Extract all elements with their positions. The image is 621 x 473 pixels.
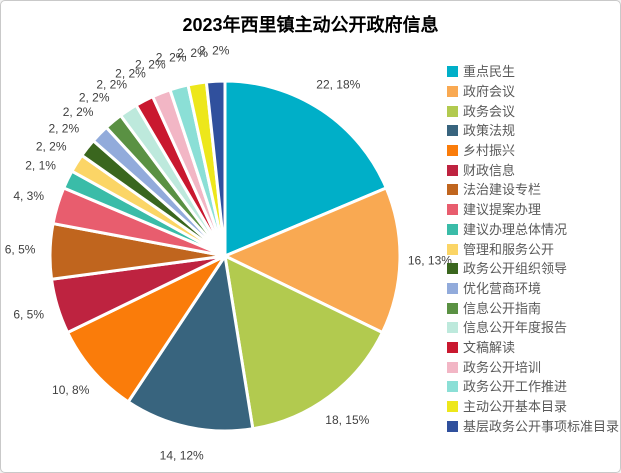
legend-swatch [447,125,458,137]
legend-label: 信息公开指南 [463,300,542,316]
legend-swatch [447,263,458,275]
legend-item[interactable]: 政务会议 [447,101,619,121]
legend-item[interactable]: 政务公开组织领导 [447,259,619,279]
legend-label: 管理和服务公开 [463,241,555,257]
pie-slice[interactable] [204,79,227,258]
data-label: 6, 5% [13,307,44,321]
legend-swatch [447,105,458,117]
data-label: 4, 3% [13,189,44,203]
legend-label: 政务公开工作推进 [463,379,568,395]
data-label: 2, 2% [79,90,110,104]
legend-swatch [447,204,458,216]
legend-item[interactable]: 乡村振兴 [447,141,619,161]
legend-label: 优化营商环境 [463,280,542,296]
legend: 重点民生政府会议政务会议政策法规乡村振兴财政信息法治建设专栏 建议提案办理建议办理… [447,62,619,436]
data-label: 2, 1% [25,159,56,173]
pie-slice[interactable] [223,186,402,335]
legend-swatch [447,223,458,235]
legend-item[interactable]: 文稿解读 [447,338,619,358]
legend-label: 政府会议 [463,84,516,100]
legend-item[interactable]: 政务公开工作推进 [447,377,619,397]
chart-title: 2023年西里镇主动公开政府信息 [182,15,439,35]
legend-swatch [447,302,458,314]
legend-item[interactable]: 政策法规 [447,121,619,141]
legend-label: 财政信息 [463,162,516,178]
legend-item[interactable]: 政务公开培训 [447,357,619,377]
data-label: 22, 18% [316,77,360,91]
legend-item[interactable]: 主动公开基本目录 [447,397,619,417]
legend-label: 信息公开年度报告 [463,320,568,336]
legend-label: 建议办理总体情况 [463,221,568,237]
data-label: 2, 2% [115,66,146,80]
data-label: 10, 8% [52,383,90,397]
legend-label: 重点民生 [463,64,516,80]
pie-slice[interactable] [223,79,388,258]
data-label: 6, 5% [5,243,36,257]
legend-item[interactable]: 财政信息 [447,160,619,180]
legend-label: 基层政务公开事项标准目录 [463,418,620,434]
legend-swatch [447,66,458,78]
legend-item[interactable]: 法治建设专栏 [447,180,619,200]
legend-swatch [447,420,458,432]
legend-label: 文稿解读 [463,339,516,355]
legend-label: 政务会议 [463,103,516,119]
pie-slice[interactable] [126,254,255,433]
data-label: 18, 15% [325,413,369,427]
legend-label: 政策法规 [463,123,516,139]
legend-item[interactable]: 信息公开年度报告 [447,318,619,338]
legend-label: 主动公开基本目录 [463,399,568,415]
pie-slice[interactable] [66,254,227,404]
legend-swatch [447,243,458,255]
legend-swatch [447,145,458,157]
legend-label: 法治建设专栏 [463,182,542,198]
data-label: 2, 2% [156,50,187,64]
data-label: 2, 2% [135,57,166,71]
data-label: 2, 2% [96,77,127,91]
legend-swatch [447,322,458,334]
data-label: 16, 13% [408,254,452,268]
legend-label: 政务公开培训 [463,359,542,375]
legend-swatch [447,401,458,413]
data-label: 2, 2% [177,46,208,60]
legend-item[interactable]: 建议办理总体情况 [447,220,619,240]
legend-swatch [447,164,458,176]
data-label: 14, 12% [160,449,204,463]
legend-item[interactable]: 政府会议 [447,82,619,102]
legend-item[interactable]: 重点民生 [447,62,619,82]
legend-swatch [447,184,458,196]
legend-label: 乡村振兴 [463,143,516,159]
legend-swatch [447,282,458,294]
pie-slice[interactable] [223,254,384,431]
legend-swatch [447,361,458,373]
legend-item[interactable]: 管理和服务公开 [447,239,619,259]
data-label: 2, 2% [36,139,67,153]
legend-swatch [447,86,458,98]
legend-item[interactable]: 建议提案办理 [447,200,619,220]
data-label: 2, 2% [63,105,94,119]
legend-swatch [447,341,458,353]
data-label: 2, 2% [48,122,79,136]
legend-item[interactable]: 基层政务公开事项标准目录 [447,416,619,436]
legend-item[interactable]: 优化营商环境 [447,279,619,299]
legend-label: 政务公开组织领导 [463,261,568,277]
legend-item[interactable]: 信息公开指南 [447,298,619,318]
legend-label: 建议提案办理 [463,202,542,218]
legend-swatch [447,381,458,393]
data-label: 2, 2% [199,43,230,57]
